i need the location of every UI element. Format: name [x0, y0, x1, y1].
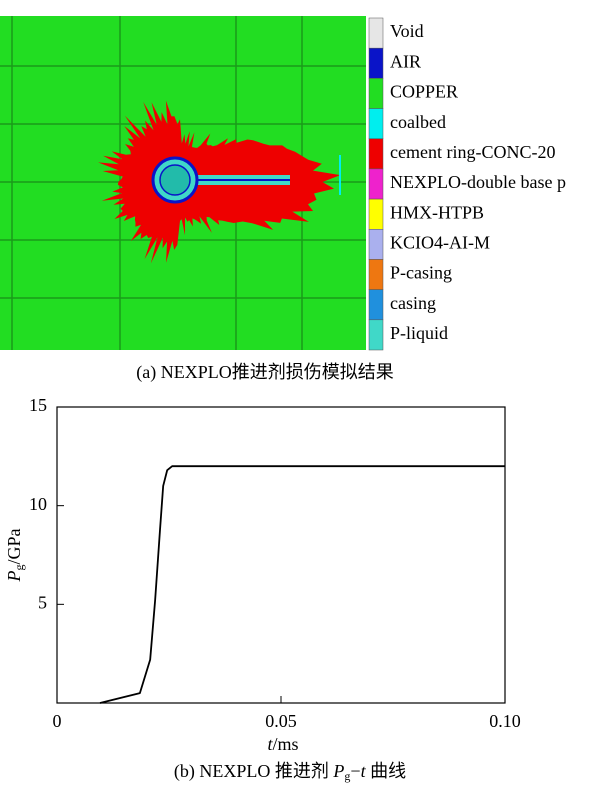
legend-label: KCIO4-AI-M: [390, 232, 490, 252]
legend-swatch: [368, 78, 384, 109]
x-tick-label: 0.05: [265, 711, 297, 731]
legend-label: COPPER: [390, 82, 458, 102]
legend-label: Void: [390, 21, 424, 41]
legend-label: P-casing: [390, 263, 452, 283]
legend-label: P-liquid: [390, 323, 448, 343]
caption-a: (a) NEXPLO推进剂损伤模拟结果: [136, 362, 393, 383]
plot-frame: [56, 406, 506, 704]
legend-label: cement ring-CONC-20: [390, 142, 555, 162]
y-axis-label: Pg/GPa: [4, 528, 26, 582]
y-tick-label: 5: [38, 592, 47, 612]
legend-label: NEXPLO-double base p: [390, 172, 566, 192]
x-var: t: [267, 734, 273, 754]
x-tick-label: 0.10: [489, 711, 521, 731]
legend-swatch: [368, 108, 384, 139]
legend-swatch: [368, 168, 384, 200]
legend-swatch: [368, 319, 384, 351]
caption-b-var2: t: [361, 761, 367, 781]
x-unit: /ms: [273, 734, 299, 754]
legend-swatch: [368, 138, 384, 170]
data-line: [99, 465, 505, 704]
legend-label: casing: [390, 293, 436, 313]
x-tick-label: 0: [53, 711, 62, 731]
caption-b-suffix: 曲线: [366, 761, 407, 781]
y-var: P: [4, 571, 24, 583]
legend-swatch: [368, 289, 384, 321]
legend-swatch: [368, 47, 384, 79]
legend-label: AIR: [390, 51, 421, 71]
x-axis-label: t/ms: [267, 734, 298, 754]
simulation-image: [0, 16, 366, 350]
legend: Void AIR COPPER coalbed cement ring-CONC-20 N…: [368, 17, 566, 351]
y-tick-label: 15: [29, 395, 47, 415]
caption-b-dash: −: [350, 761, 360, 781]
legend-swatch: [368, 198, 384, 230]
legend-swatch: [368, 229, 384, 260]
borehole-inner: [159, 164, 191, 196]
caption-b: (b) NEXPLO 推进剂 Pg−t 曲线: [174, 761, 406, 783]
legend-label: HMX-HTPB: [390, 202, 484, 222]
y-sub: g: [12, 565, 26, 571]
legend-label: coalbed: [390, 112, 446, 132]
caption-b-sub: g: [344, 769, 350, 783]
y-unit: /GPa: [4, 528, 24, 564]
legend-swatch: [368, 259, 384, 290]
y-tick-label: 10: [29, 494, 47, 514]
caption-b-prefix: (b) NEXPLO 推进剂: [174, 761, 334, 782]
caption-b-var: P: [332, 761, 344, 781]
legend-swatch: [368, 17, 384, 49]
